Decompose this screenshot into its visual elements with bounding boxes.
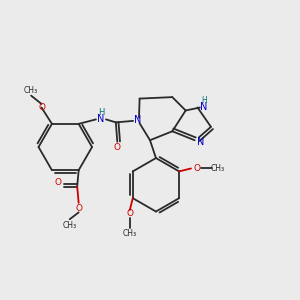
Text: O: O [54,178,61,187]
Text: O: O [75,204,82,213]
Text: CH₃: CH₃ [211,164,225,173]
Text: H: H [98,108,104,117]
Text: H: H [201,97,207,106]
Text: O: O [114,142,121,152]
Text: CH₃: CH₃ [24,86,38,95]
Text: CH₃: CH₃ [123,229,137,238]
Text: CH₃: CH₃ [63,221,77,230]
Text: O: O [126,209,133,218]
Text: N: N [134,115,142,125]
Text: O: O [194,164,200,173]
Text: N: N [197,137,204,147]
Text: N: N [97,114,105,124]
Text: O: O [38,103,45,112]
Text: N: N [200,102,208,112]
